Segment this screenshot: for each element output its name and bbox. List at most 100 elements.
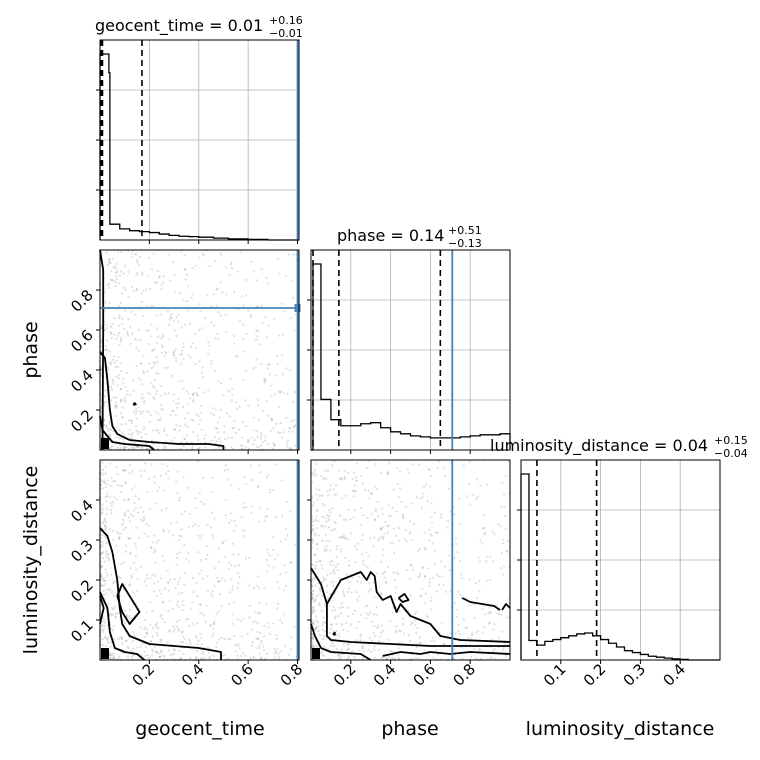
- sample-point: [198, 256, 201, 259]
- sample-point: [163, 620, 166, 624]
- sample-point: [416, 549, 420, 553]
- sample-point: [407, 472, 410, 475]
- sample-point: [119, 635, 122, 638]
- sample-point: [182, 445, 185, 448]
- sample-point: [177, 628, 180, 631]
- sample-point: [113, 594, 116, 597]
- sample-point: [268, 491, 271, 494]
- sample-point: [195, 391, 198, 394]
- sample-point: [160, 403, 163, 406]
- sample-point: [202, 376, 205, 379]
- sample-point: [380, 656, 383, 659]
- sample-point: [275, 422, 278, 425]
- sample-point: [160, 509, 163, 512]
- sample-point: [137, 328, 140, 332]
- sample-point: [325, 477, 328, 480]
- sample-point: [435, 573, 438, 576]
- sample-point: [183, 543, 186, 547]
- sample-point: [345, 573, 348, 576]
- sample-point: [197, 525, 200, 528]
- sample-point: [133, 562, 136, 565]
- sample-point: [255, 279, 258, 282]
- sample-point: [130, 436, 133, 439]
- sample-point: [176, 406, 179, 409]
- sample-point: [342, 536, 345, 539]
- sample-point: [108, 433, 111, 436]
- sample-point: [101, 557, 105, 560]
- sample-point: [136, 578, 139, 581]
- sample-point: [232, 334, 235, 338]
- sample-point: [227, 478, 230, 481]
- sample-point: [154, 410, 157, 413]
- sample-point: [162, 447, 166, 450]
- sample-point: [199, 404, 202, 408]
- sample-point: [383, 576, 386, 579]
- sample-point: [321, 628, 324, 631]
- sample-point: [183, 417, 186, 420]
- sample-point: [164, 350, 167, 354]
- sample-point: [109, 654, 112, 657]
- sample-point: [154, 502, 158, 505]
- sample-point: [372, 581, 375, 584]
- sample-point: [267, 414, 270, 417]
- sample-point: [325, 549, 328, 552]
- sample-point: [232, 529, 236, 532]
- sample-point: [377, 639, 380, 643]
- sample-point: [201, 577, 204, 581]
- sample-point: [108, 651, 111, 654]
- sample-point: [245, 483, 248, 486]
- sample-point: [335, 493, 338, 496]
- sample-point: [364, 488, 367, 492]
- sample-point: [196, 657, 199, 660]
- sample-point: [155, 390, 158, 393]
- sample-point: [370, 512, 373, 516]
- sample-point: [130, 574, 133, 577]
- sample-point: [415, 656, 418, 660]
- sample-point: [448, 487, 451, 490]
- sample-point: [191, 400, 195, 403]
- sample-point: [108, 258, 111, 261]
- sample-point: [504, 654, 508, 657]
- sample-point: [114, 615, 117, 618]
- sample-point: [475, 497, 478, 500]
- sample-point: [124, 422, 128, 425]
- sample-point: [242, 506, 245, 509]
- sample-point: [196, 595, 199, 598]
- sample-point: [133, 446, 136, 449]
- sample-point: [166, 641, 169, 644]
- sample-point: [377, 648, 380, 652]
- sample-point: [128, 617, 131, 620]
- sample-point: [187, 560, 190, 563]
- sample-point: [104, 524, 107, 527]
- sample-point: [112, 480, 115, 483]
- sample-point: [263, 381, 266, 384]
- sample-point: [213, 369, 217, 373]
- sample-point: [103, 309, 106, 312]
- sample-point: [194, 656, 197, 659]
- sample-point: [119, 362, 123, 365]
- sample-point: [253, 656, 256, 660]
- sample-point: [177, 606, 180, 609]
- sample-point: [276, 257, 279, 260]
- sample-point: [483, 626, 486, 629]
- sample-point: [314, 475, 317, 478]
- sample-point: [493, 532, 496, 536]
- sample-point: [236, 355, 239, 358]
- sample-point: [171, 409, 174, 413]
- sample-point: [258, 506, 261, 509]
- sample-point: [273, 393, 277, 396]
- sample-point: [456, 551, 459, 554]
- sample-point: [380, 528, 383, 531]
- sample-point: [409, 594, 412, 597]
- sample-point: [108, 301, 111, 305]
- sample-point: [314, 628, 317, 631]
- sample-point: [388, 656, 391, 659]
- sample-point: [165, 507, 168, 510]
- sample-point: [184, 323, 187, 326]
- sample-point: [256, 575, 260, 578]
- sample-point: [161, 554, 164, 557]
- sample-point: [372, 545, 375, 548]
- sample-point: [421, 567, 425, 570]
- x-tick-label: 0.8: [449, 660, 479, 690]
- sample-point: [106, 574, 109, 577]
